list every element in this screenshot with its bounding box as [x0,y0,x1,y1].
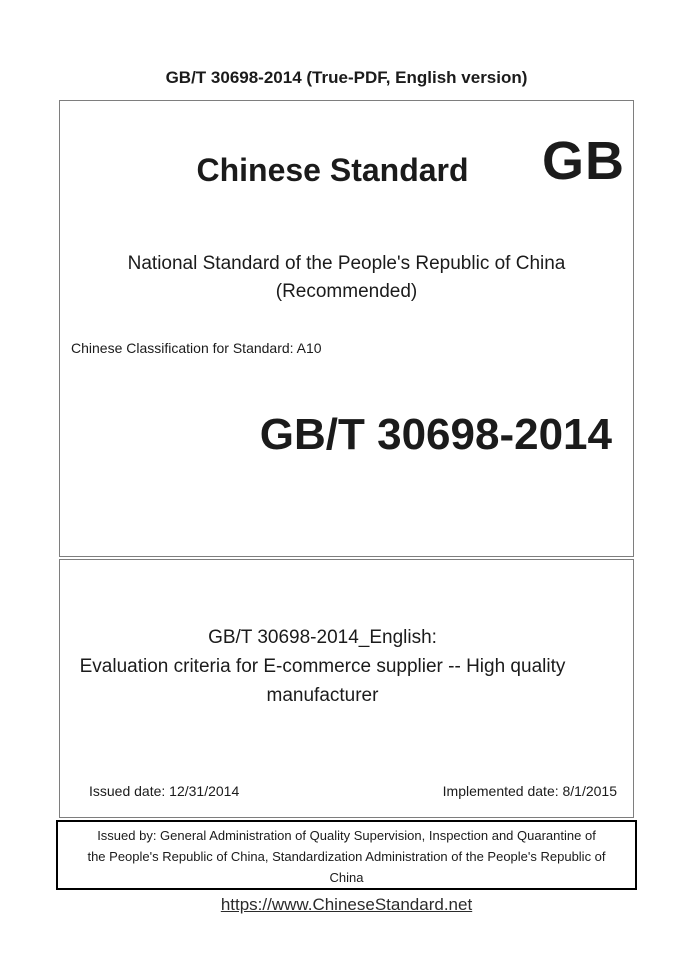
gb-logo: GB [542,131,625,191]
issuer-line-3: China [329,870,364,885]
issuer-box: Issued by: General Administration of Qua… [56,820,637,890]
english-subtitle: Evaluation criteria for E-commerce suppl… [79,656,566,706]
issued-date: Issued date: 12/31/2014 [89,783,240,799]
english-title-box: GB/T 30698-2014_English: Evaluation crit… [59,559,634,818]
cover-title: Chinese Standard [196,152,469,188]
english-title-block: GB/T 30698-2014_English: Evaluation crit… [60,623,585,710]
page-header: GB/T 30698-2014 (True-PDF, English versi… [165,68,528,87]
dates-row: Issued date: 12/31/2014 Implemented date… [60,784,633,798]
issuer-line-2: the People's Republic of China, Standard… [87,849,606,864]
issuer-line-1: Issued by: General Administration of Qua… [97,828,596,843]
standard-number: GB/T 30698-2014 [259,410,612,459]
english-title: GB/T 30698-2014_English: [208,627,437,648]
website-link[interactable]: https://www.ChineseStandard.net [220,895,473,914]
implemented-date: Implemented date: 8/1/2015 [442,783,617,799]
national-standard-line: National Standard of the People's Republ… [127,253,566,274]
recommended-line: (Recommended) [275,281,418,302]
cover-box: Chinese Standard GB National Standard of… [59,100,634,557]
classification-line: Chinese Classification for Standard: A10 [71,340,322,356]
footer-link-wrap: https://www.ChineseStandard.net [0,895,693,915]
